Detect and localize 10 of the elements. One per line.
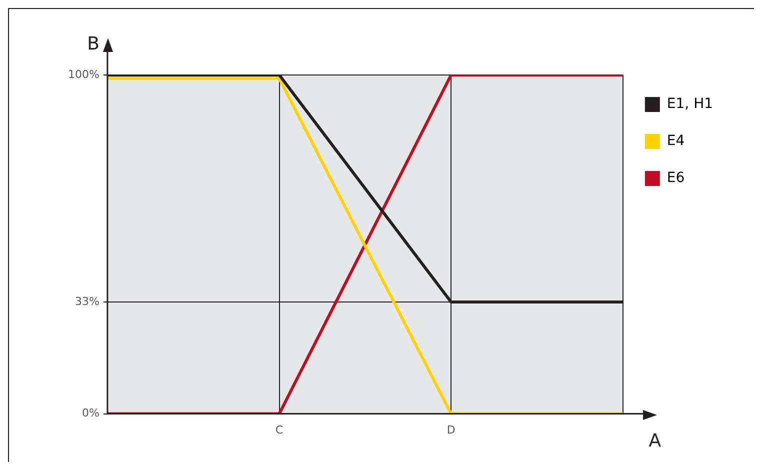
y-tick-label: 100%: [68, 68, 100, 81]
legend-label: E6: [666, 170, 685, 186]
x-tick-label: C: [275, 423, 284, 436]
y-tick-label: 33%: [74, 294, 100, 308]
x-tick-label: D: [446, 423, 456, 436]
legend-label: E1, H1: [666, 96, 714, 112]
y-tick-label: 0%: [82, 406, 100, 420]
legend-label: E4: [666, 133, 685, 150]
x-axis-title: A: [648, 430, 662, 452]
y-axis-title: B: [87, 34, 100, 55]
